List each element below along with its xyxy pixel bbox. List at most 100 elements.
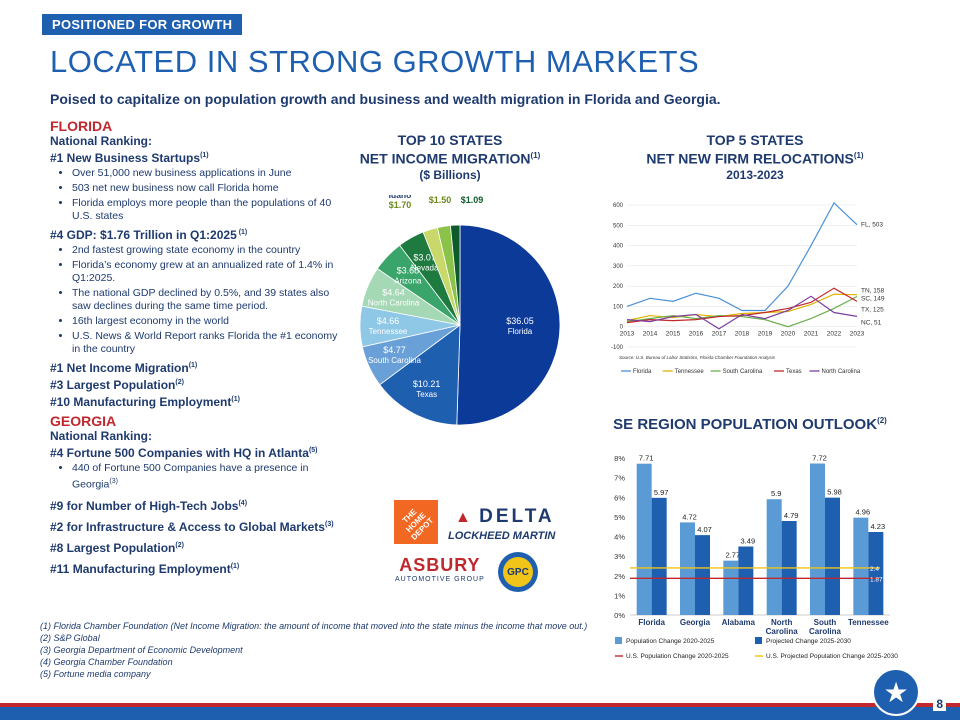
bar-value-label: 7.71 xyxy=(639,454,654,463)
list-item: 503 net new business now call Florida ho… xyxy=(72,182,340,195)
pie-category-label: Arizona xyxy=(394,276,422,285)
legend-label: U.S. Projected Population Change 2025-20… xyxy=(766,653,898,660)
bar-florida-1 xyxy=(651,497,667,615)
pie-value-label: $4.64 xyxy=(382,287,405,297)
florida-rank-5: #10 Manufacturing Employment(1) xyxy=(50,395,240,409)
bar-value-label: 3.49 xyxy=(741,537,756,546)
chart-source: Source: U.S. Bureau of Labor Statistics,… xyxy=(619,355,776,360)
georgia-rank-5: #11 Manufacturing Employment(1) xyxy=(50,561,240,576)
pie-value-label: $36.05 xyxy=(506,316,534,326)
legend-item: U.S. Population Change 2020-2025 xyxy=(615,653,729,660)
bar-value-label: 5.9 xyxy=(771,489,781,498)
line-series-south-carolina xyxy=(626,295,858,328)
delta-triangle-icon: ▲ xyxy=(455,509,471,526)
x-tick-label: 2021 xyxy=(804,331,819,338)
bar-alabama-1 xyxy=(738,546,754,615)
pie-value-label: $1.09 xyxy=(461,195,484,205)
pie-value-label: $1.70 xyxy=(389,200,412,210)
georgia-rank-2: #9 for Number of High-Tech Jobs(4) xyxy=(50,498,248,513)
pie-slice-texas xyxy=(379,324,461,426)
footnote: (4) Georgia Chamber Foundation xyxy=(40,657,173,667)
bar-south-carolina-1 xyxy=(825,497,840,615)
y-tick-label: -100 xyxy=(611,345,624,351)
line-chart-title: TOP 5 STATES NET NEW FIRM RELOCATIONS(1)… xyxy=(646,132,864,182)
pie-value-label: $3.07 xyxy=(413,252,436,262)
bar-value-label: 4.72 xyxy=(682,512,697,521)
x-category-label: Florida xyxy=(638,618,665,627)
bar-georgia-0 xyxy=(680,522,695,615)
x-tick-label: 2022 xyxy=(827,331,842,338)
y-tick-label: 8% xyxy=(614,454,625,463)
list-item: The national GDP declined by 0.5%, and 3… xyxy=(72,287,340,313)
pie-slice-utah xyxy=(449,224,461,326)
y-tick-label: 300 xyxy=(613,264,624,270)
end-label: SC, 149 xyxy=(861,295,885,302)
legend-item: Projected Change 2025-2030 xyxy=(755,637,851,645)
florida-rank-3: #1 Net Income Migration(1) xyxy=(50,361,198,375)
bar-value-label: 4.96 xyxy=(856,508,871,517)
footer-blue-stripe xyxy=(0,707,960,720)
page-title: LOCATED IN STRONG GROWTH MARKETS xyxy=(50,44,700,79)
x-category-label: Alabama xyxy=(722,618,756,627)
line-series-florida xyxy=(626,201,858,312)
bar-value-label: 5.97 xyxy=(654,488,669,497)
legend-item: U.S. Projected Population Change 2025-20… xyxy=(755,653,898,660)
y-tick-label: 100 xyxy=(613,304,624,310)
delta-logo: ▲ DELTA xyxy=(455,506,555,527)
list-item: 440 of Fortune 500 Companies have a pres… xyxy=(72,462,340,492)
home-depot-logo: THE HOME DEPOT xyxy=(394,500,438,544)
x-category-label: Carolina xyxy=(766,627,799,636)
y-tick-label: 5% xyxy=(614,513,625,522)
pie-slice-florida xyxy=(456,224,561,426)
florida-rank-4: #3 Largest Population(2) xyxy=(50,378,184,392)
page-number: 8 xyxy=(933,697,946,711)
legend-swatch xyxy=(615,637,622,644)
gpc-logo: GPC xyxy=(498,552,538,592)
georgia-bullets: 440 of Fortune 500 Companies have a pres… xyxy=(50,462,340,492)
legend-item: Texas xyxy=(774,369,802,375)
bar-value-label: 4.23 xyxy=(871,522,886,531)
pie-label-utah: Utah$1.09 xyxy=(461,195,484,205)
legend-label: North Carolina xyxy=(822,369,861,375)
bar-tennessee-0 xyxy=(853,517,869,615)
y-tick-label: 4% xyxy=(614,533,625,542)
section-tag: POSITIONED FOR GROWTH xyxy=(42,14,243,35)
x-tick-label: 2020 xyxy=(781,331,796,338)
bar-value-label: 2.77 xyxy=(726,551,741,560)
footnote: (2) S&P Global xyxy=(40,633,100,643)
y-tick-label: 7% xyxy=(614,474,625,483)
y-tick-label: 2% xyxy=(614,572,625,581)
pie-label-idaho: Idaho$1.70 xyxy=(389,195,412,210)
bar-value-label: 4.79 xyxy=(784,511,799,520)
list-item: Florida employs more people than the pop… xyxy=(72,197,340,223)
x-category-label: South xyxy=(814,618,837,627)
georgia-rank-3: #2 for Infrastructure & Access to Global… xyxy=(50,519,334,534)
list-item: Florida’s economy grew at an annualized … xyxy=(72,259,340,285)
pie-value-label: $4.77 xyxy=(383,345,406,355)
pie-category-label: Idaho xyxy=(389,195,412,200)
footnote: (3) Georgia Department of Economic Devel… xyxy=(40,645,243,655)
georgia-rank-1: #4 Fortune 500 Companies with HQ in Atla… xyxy=(50,446,318,460)
bar-value-label: 7.72 xyxy=(812,453,827,462)
legend-item: North Carolina xyxy=(809,369,861,375)
y-tick-label: 500 xyxy=(613,223,624,229)
legend-label: Population Change 2020-2025 xyxy=(626,638,715,645)
bar-georgia-1 xyxy=(695,535,710,615)
list-item: 16th largest economy in the world xyxy=(72,315,340,328)
star-logo-icon: ★ xyxy=(872,668,920,716)
pie-category-label: North Carolina xyxy=(368,298,420,307)
legend-label: Florida xyxy=(633,369,652,375)
lockheed-logo: LOCKHEED MARTIN xyxy=(448,530,556,542)
y-tick-label: 6% xyxy=(614,493,625,502)
y-tick-label: 200 xyxy=(613,284,624,290)
legend-label: Tennessee xyxy=(675,369,705,375)
pie-category-label: Florida xyxy=(508,327,533,336)
x-category-label: Georgia xyxy=(680,618,711,627)
bar-value-label: 5.98 xyxy=(827,488,842,497)
florida-heading: FLORIDA xyxy=(50,118,113,134)
legend-label: South Carolina xyxy=(723,369,763,375)
bar-north-carolina-0 xyxy=(766,499,782,615)
